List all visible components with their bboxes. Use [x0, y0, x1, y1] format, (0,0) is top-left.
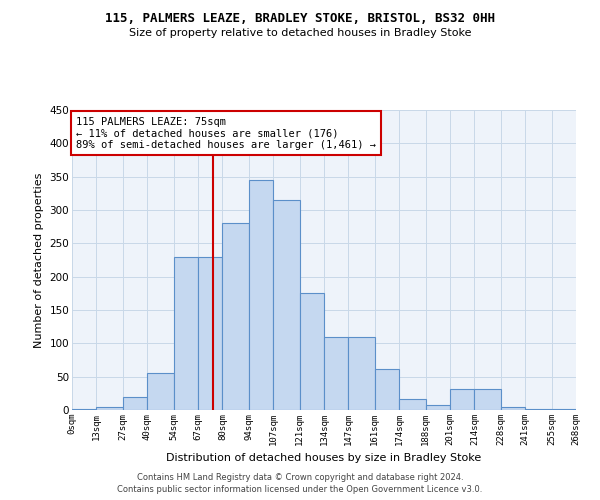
Bar — [349, 336, 375, 410]
Bar — [72, 408, 97, 410]
Text: Contains public sector information licensed under the Open Government Licence v3: Contains public sector information licen… — [118, 485, 482, 494]
Bar — [198, 256, 223, 410]
Bar — [425, 404, 450, 410]
Bar — [324, 336, 349, 410]
Text: Contains HM Land Registry data © Crown copyright and database right 2024.: Contains HM Land Registry data © Crown c… — [137, 472, 463, 482]
Bar — [501, 408, 525, 410]
Bar — [173, 256, 198, 410]
Bar — [375, 368, 399, 410]
Text: Size of property relative to detached houses in Bradley Stoke: Size of property relative to detached ho… — [129, 28, 471, 38]
Bar — [450, 388, 475, 410]
Text: 115 PALMERS LEAZE: 75sqm
← 11% of detached houses are smaller (176)
89% of semi-: 115 PALMERS LEAZE: 75sqm ← 11% of detach… — [76, 116, 376, 150]
Bar — [475, 388, 501, 410]
Bar — [97, 406, 123, 410]
Bar — [273, 200, 299, 410]
Text: 115, PALMERS LEAZE, BRADLEY STOKE, BRISTOL, BS32 0HH: 115, PALMERS LEAZE, BRADLEY STOKE, BRIST… — [105, 12, 495, 26]
Bar — [223, 224, 249, 410]
Bar — [399, 398, 425, 410]
Y-axis label: Number of detached properties: Number of detached properties — [34, 172, 44, 348]
Bar — [249, 180, 273, 410]
Bar — [299, 294, 324, 410]
Bar — [123, 396, 147, 410]
Bar — [525, 408, 551, 410]
Bar — [551, 408, 576, 410]
Bar — [147, 374, 173, 410]
X-axis label: Distribution of detached houses by size in Bradley Stoke: Distribution of detached houses by size … — [166, 454, 482, 464]
